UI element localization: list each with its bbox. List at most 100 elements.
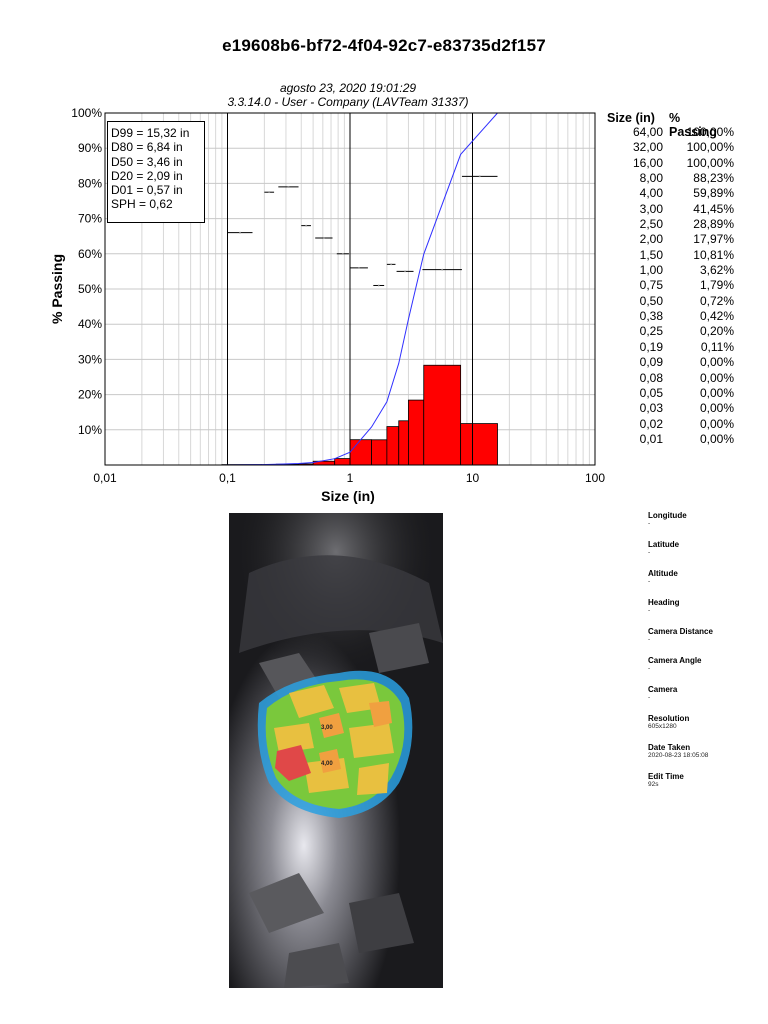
row-size: 0,01 bbox=[639, 431, 663, 446]
metadata-item: Heading - bbox=[648, 598, 758, 615]
row-size: 0,75 bbox=[639, 278, 663, 293]
row-passing: 3,62% bbox=[699, 263, 734, 278]
metadata-label: Resolution bbox=[648, 714, 690, 723]
row-size: 1,00 bbox=[639, 263, 663, 278]
photo-image: 3,00 4,00 bbox=[229, 513, 443, 988]
row-passing: 0,00% bbox=[699, 416, 734, 431]
particle-label-1: 3,00 bbox=[321, 725, 333, 731]
y-tick-label: 40% bbox=[78, 317, 102, 331]
row-size: 0,08 bbox=[639, 370, 663, 385]
rock-fragmentation-photo: 3,00 4,00 bbox=[229, 513, 443, 988]
row-size: 16,00 bbox=[632, 155, 663, 170]
fraction-marker-dot bbox=[268, 191, 271, 194]
y-tick-label: 60% bbox=[78, 247, 102, 261]
metadata-label: Heading bbox=[648, 598, 680, 607]
metadata-label: Edit Time bbox=[648, 772, 684, 781]
stat-sph: SPH = 0,62 bbox=[111, 197, 173, 212]
metadata-value: 92s bbox=[648, 781, 659, 788]
metadata-value: - bbox=[648, 520, 651, 527]
y-axis-label: % Passing bbox=[49, 254, 65, 324]
row-passing: 0,00% bbox=[699, 370, 734, 385]
metadata-value: - bbox=[648, 578, 651, 585]
y-tick-label: 50% bbox=[78, 282, 102, 296]
fraction-marker-dot bbox=[322, 237, 325, 239]
metadata-label: Latitude bbox=[648, 540, 680, 549]
histogram-bar bbox=[371, 439, 388, 466]
histogram-bar bbox=[349, 439, 372, 466]
stat-d99: D99 = 15,32 in bbox=[111, 126, 190, 140]
fraction-marker-dot bbox=[404, 270, 406, 273]
row-passing: 0,00% bbox=[699, 385, 734, 400]
histogram-bar bbox=[386, 426, 400, 466]
stat-d01: D01 = 0,57 in bbox=[111, 183, 183, 198]
x-tick-label: 100 bbox=[585, 471, 605, 485]
x-tick-labels: 0,01 0,1 1 10 100 bbox=[93, 471, 605, 485]
row-passing: 28,89% bbox=[693, 217, 734, 232]
segmentation-overlay bbox=[257, 670, 413, 818]
metadata-value: - bbox=[648, 549, 651, 556]
row-passing: 100,00% bbox=[686, 125, 734, 139]
fraction-marker-dot bbox=[341, 252, 344, 255]
histogram-bar bbox=[334, 458, 351, 466]
fraction-marker-dot bbox=[478, 175, 481, 178]
row-passing: 10,81% bbox=[693, 247, 734, 262]
particle-label-2: 4,00 bbox=[321, 761, 333, 767]
chart-version-line: 3.3.14.0 - User - Company (LAVTeam 31337… bbox=[227, 95, 468, 109]
histogram-bar bbox=[423, 364, 462, 466]
metadata-label: Date Taken bbox=[648, 743, 691, 752]
fraction-marker-dot bbox=[390, 263, 393, 266]
metadata-item: Edit Time 92s bbox=[648, 772, 758, 789]
plot-frame bbox=[104, 112, 596, 466]
y-tick-label: 10% bbox=[78, 423, 102, 437]
row-size: 0,38 bbox=[639, 309, 663, 324]
row-passing: 59,89% bbox=[693, 186, 734, 201]
row-passing: 17,97% bbox=[693, 232, 734, 247]
metadata-item: Camera Distance - bbox=[648, 627, 758, 644]
row-size: 0,02 bbox=[639, 416, 663, 431]
metadata-item: Camera Angle - bbox=[648, 656, 758, 673]
stat-d20: D20 = 2,09 in bbox=[111, 168, 183, 183]
y-tick-label: 90% bbox=[78, 141, 102, 155]
metadata-label: Camera Angle bbox=[648, 656, 702, 665]
row-size: 2,00 bbox=[639, 232, 663, 247]
x-tick-label: 0,1 bbox=[219, 471, 236, 485]
row-size: 64,00 bbox=[632, 125, 663, 139]
fraction-marker-dot bbox=[287, 186, 290, 188]
metadata-value: - bbox=[648, 694, 651, 701]
distribution-chart: agosto 23, 2020 19:01:29 3.3.14.0 - User… bbox=[49, 81, 605, 504]
metadata-label: Longitude bbox=[648, 511, 687, 520]
row-passing: 0,00% bbox=[699, 431, 734, 446]
row-passing: 100,00% bbox=[686, 155, 734, 170]
fraction-marker-dot bbox=[441, 268, 444, 271]
fraction-markers bbox=[227, 175, 498, 287]
row-size: 8,00 bbox=[639, 171, 663, 186]
row-size: 2,50 bbox=[639, 217, 663, 232]
fraction-marker-dot bbox=[305, 224, 308, 227]
x-tick-label: 1 bbox=[347, 471, 354, 485]
metadata-value: - bbox=[648, 665, 651, 672]
row-size: 32,00 bbox=[632, 140, 663, 155]
photo-metadata: Longitude - Latitude - Altitude - Heading - Came… bbox=[648, 511, 758, 801]
metadata-item: Resolution 605x1280 bbox=[648, 714, 758, 731]
row-passing: 100,00% bbox=[686, 140, 734, 155]
row-size: 0,05 bbox=[639, 385, 663, 400]
metadata-item: Longitude - bbox=[648, 511, 758, 528]
row-passing: 0,20% bbox=[699, 324, 734, 339]
y-tick-label: 70% bbox=[78, 212, 102, 226]
metadata-value: 2020-08-23 18:05:08 bbox=[648, 752, 709, 759]
row-size: 1,50 bbox=[639, 247, 663, 262]
x-tick-label: 10 bbox=[466, 471, 480, 485]
fraction-marker-dot bbox=[358, 266, 360, 269]
row-passing: 88,23% bbox=[693, 171, 734, 186]
histogram-bars bbox=[221, 364, 498, 466]
stat-d50: D50 = 3,46 in bbox=[111, 154, 183, 169]
metadata-item: Camera - bbox=[648, 685, 758, 702]
y-tick-label: 30% bbox=[78, 352, 102, 366]
stat-d80: D80 = 6,84 in bbox=[111, 140, 183, 155]
metadata-value: - bbox=[648, 636, 651, 643]
metadata-label: Camera Distance bbox=[648, 627, 713, 636]
header-size: Size (in) bbox=[607, 111, 655, 125]
row-passing: 1,79% bbox=[699, 278, 734, 293]
metadata-label: Camera bbox=[648, 685, 678, 694]
row-size: 4,00 bbox=[639, 186, 663, 201]
